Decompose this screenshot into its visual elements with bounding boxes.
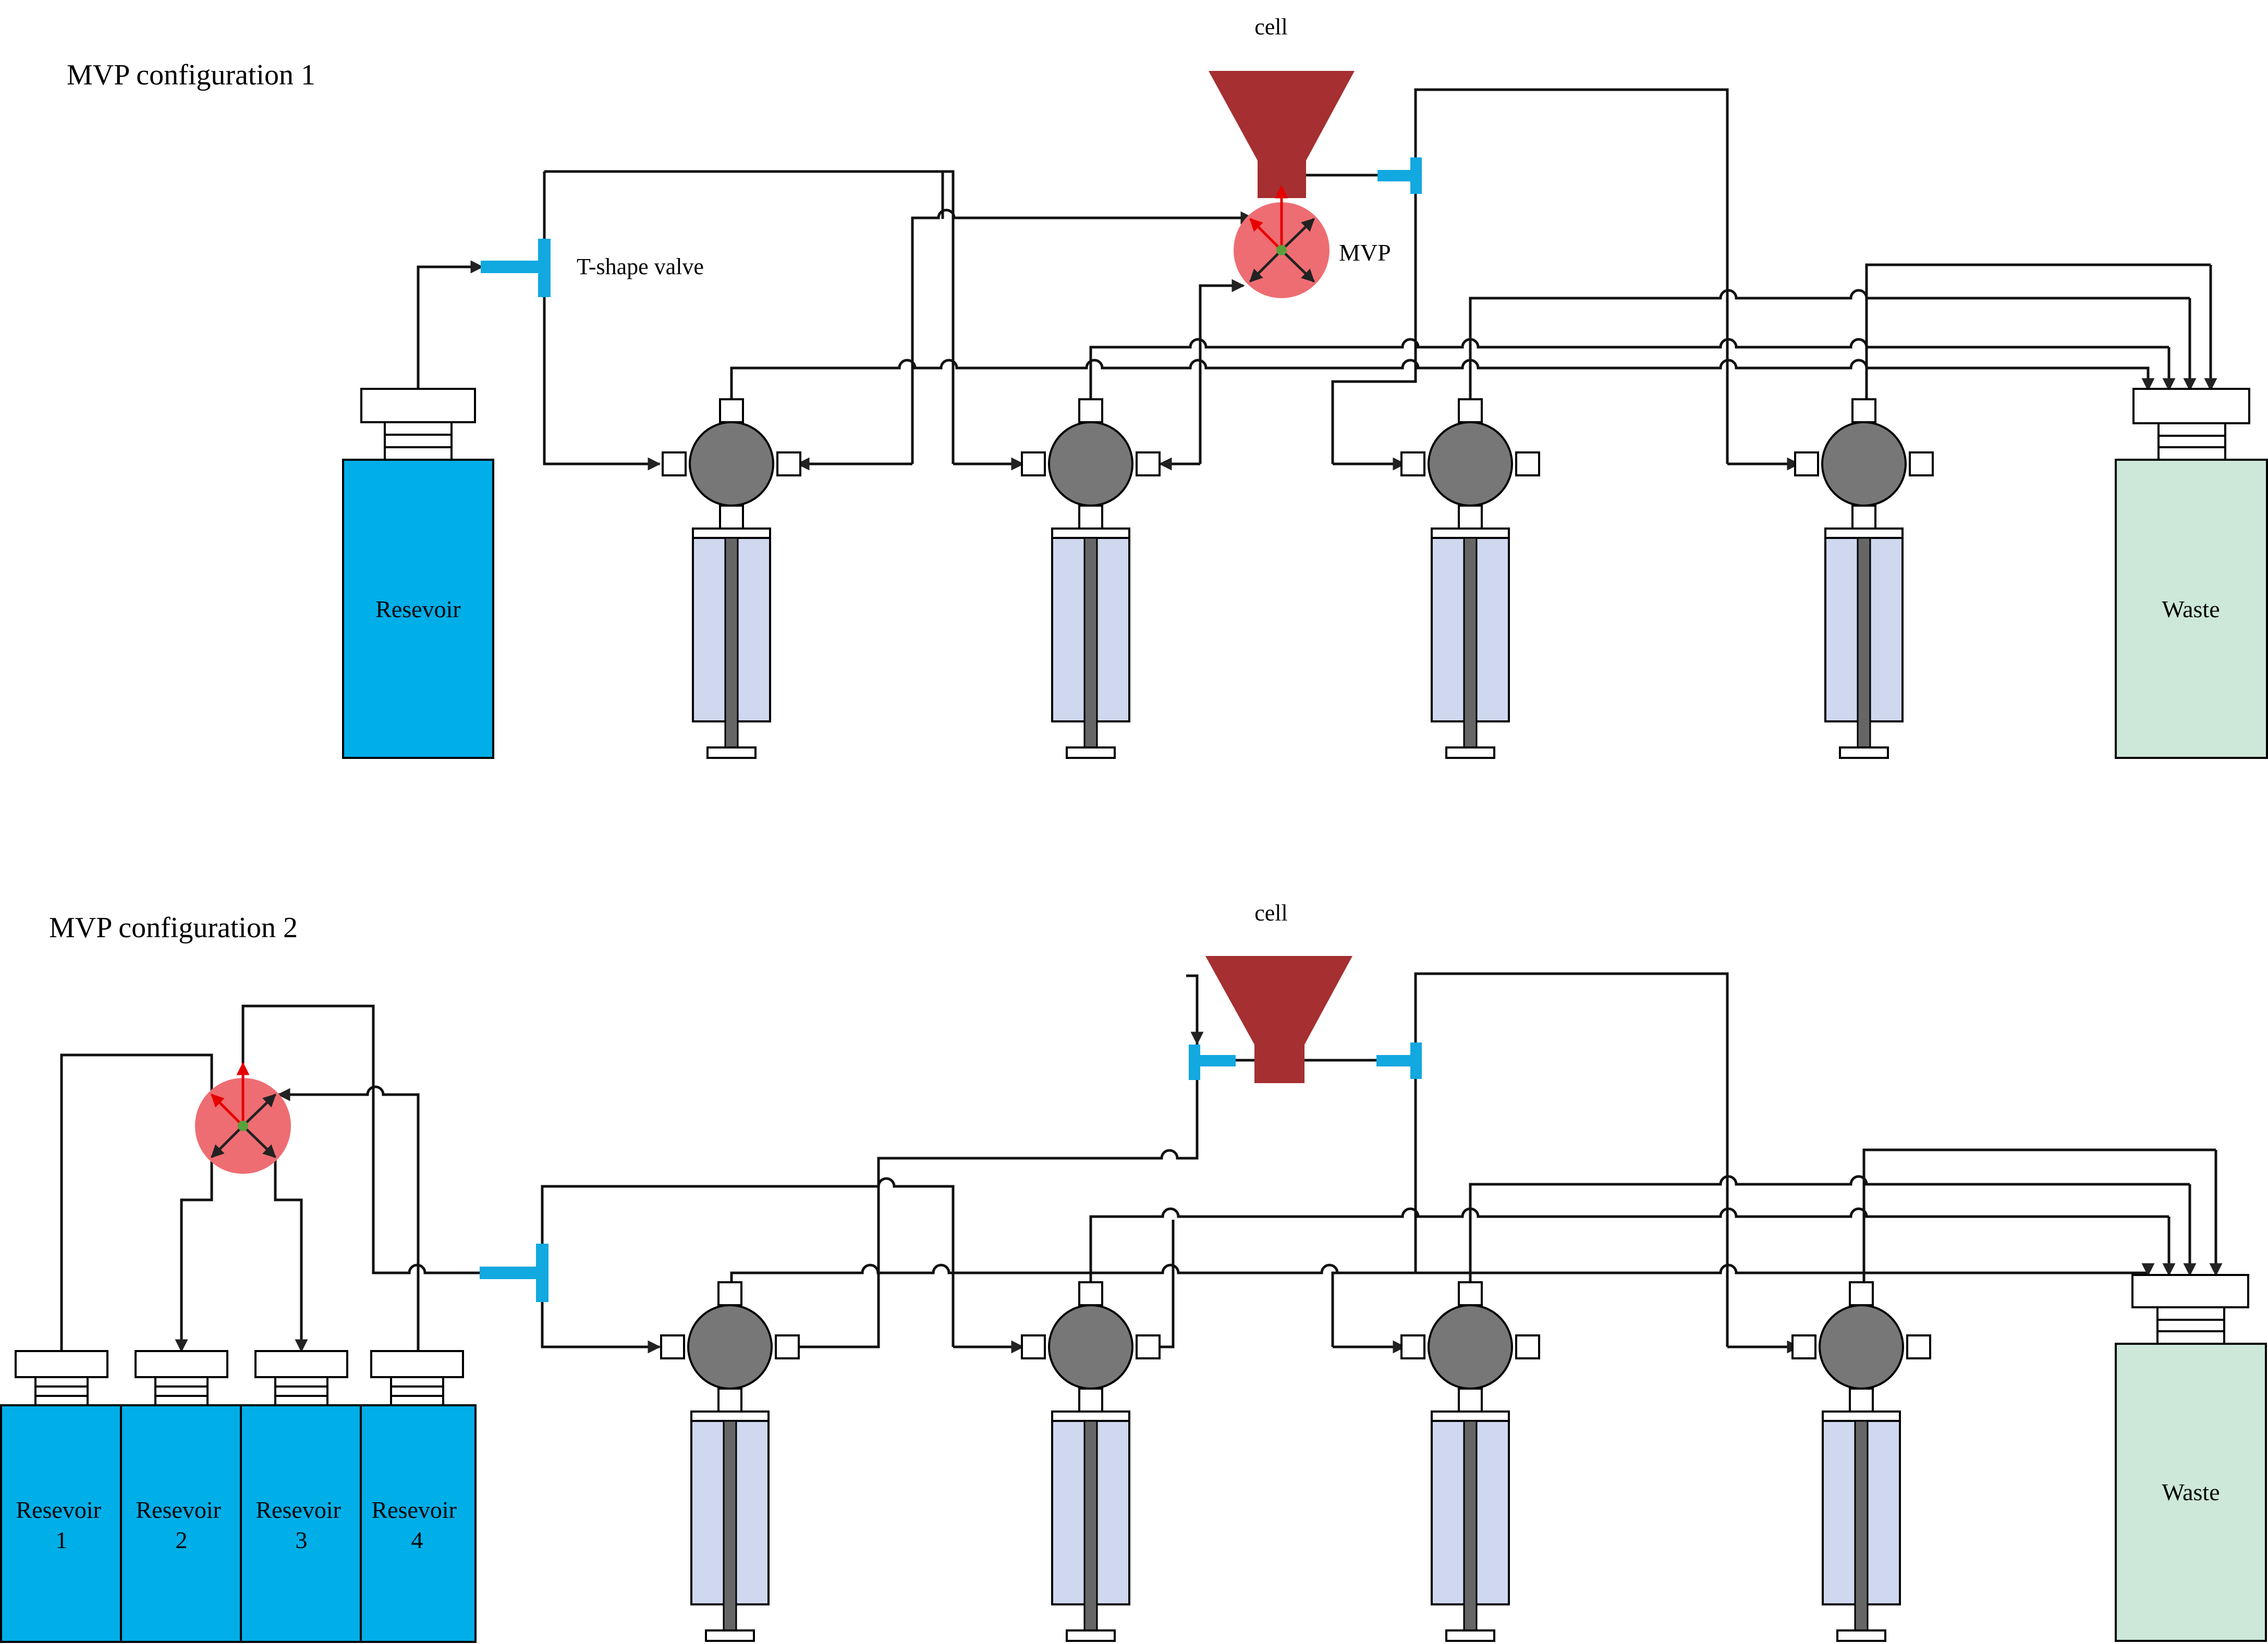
- syringe-pump: [1022, 399, 1160, 758]
- reservoir-2: Resevoir 2: [121, 1351, 241, 1642]
- config1-t-valve: T-shape valve: [481, 239, 704, 297]
- config2-mvp: [195, 1063, 291, 1174]
- config2-tubing: [62, 974, 2216, 1352]
- config2-title: MVP configuration 2: [49, 912, 298, 944]
- config2-waste: Waste: [2116, 1275, 2266, 1641]
- config1-pumps: [663, 399, 1933, 758]
- config2-cell-t-valve-right: [1376, 1042, 1422, 1079]
- reservoir-3: Resevoir 3: [241, 1351, 361, 1642]
- configuration-1: MVP configuration 1 cell: [67, 14, 2267, 758]
- config1-waste-label: Waste: [2162, 596, 2220, 622]
- config1-reservoir-label: Resevoir: [375, 596, 461, 622]
- syringe-pump: [663, 399, 800, 758]
- config2-cell-label: cell: [1254, 900, 1288, 926]
- config1-waste: Waste: [2116, 389, 2267, 758]
- config1-cell-label: cell: [1254, 14, 1288, 40]
- syringe-pump: [1022, 1282, 1160, 1641]
- config1-mvp: MVP: [1234, 187, 1391, 298]
- config1-cell-t-valve: [1377, 157, 1422, 194]
- syringe-pump: [1401, 1282, 1539, 1641]
- reservoir-1: Resevoir 1: [1, 1351, 121, 1642]
- config2-pumps: [661, 1282, 1930, 1641]
- config1-cell: [1209, 71, 1355, 198]
- config2-reservoirs: Resevoir 1 Resevoir 2: [1, 1351, 475, 1642]
- config2-waste-label: Waste: [2162, 1479, 2220, 1505]
- reservoir-4: Resevoir 4: [361, 1351, 475, 1642]
- configuration-2: MVP configuration 2 cell: [1, 900, 2266, 1642]
- syringe-pump: [1401, 399, 1539, 758]
- config2-cell-t-valve-left: [1189, 1045, 1236, 1080]
- config1-mvp-label: MVP: [1339, 239, 1391, 266]
- config2-t-valve: [480, 1244, 548, 1302]
- syringe-pump: [661, 1282, 799, 1641]
- config1-title: MVP configuration 1: [67, 59, 315, 91]
- config1-t-valve-label: T-shape valve: [577, 254, 704, 279]
- syringe-pump: [1795, 399, 1933, 758]
- config1-reservoir: Resevoir: [343, 389, 493, 758]
- syringe-pump: [1793, 1282, 1930, 1641]
